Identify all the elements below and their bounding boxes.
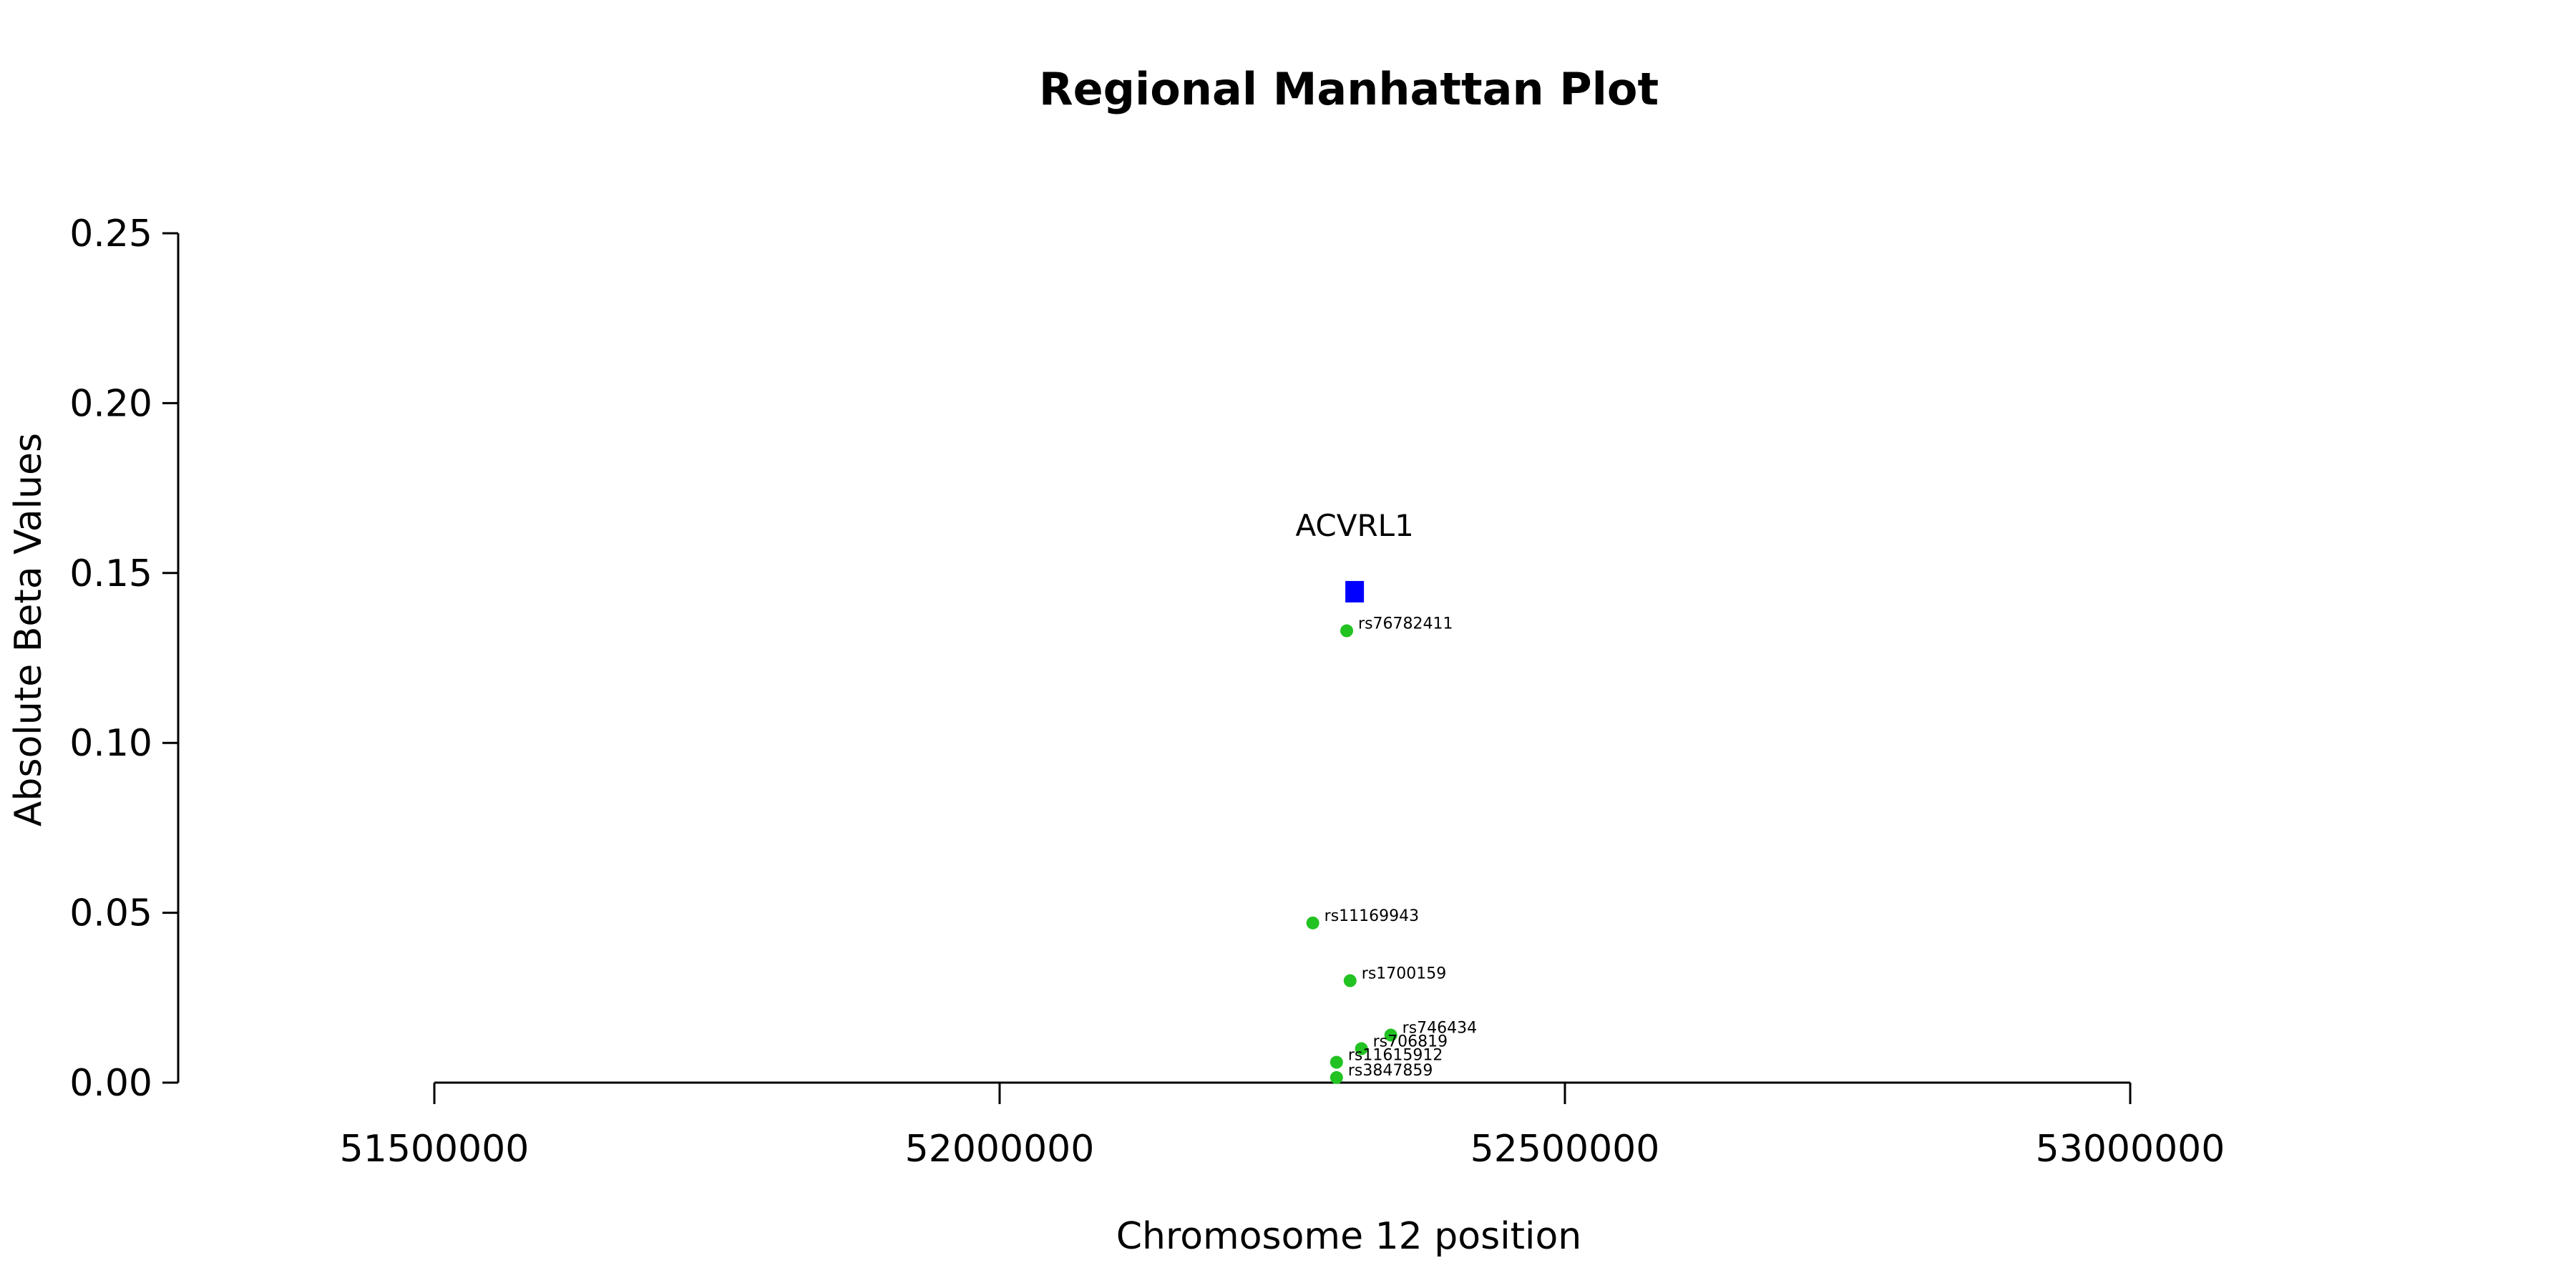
y-tick-label: 0.20 xyxy=(69,382,152,425)
snp-point xyxy=(1306,916,1319,930)
snp-point xyxy=(1330,1055,1343,1069)
chart-title: Regional Manhattan Plot xyxy=(1039,63,1659,115)
snp-point xyxy=(1384,1028,1397,1042)
x-tick-label: 51500000 xyxy=(340,1128,530,1171)
y-tick-label: 0.15 xyxy=(69,552,152,595)
y-tick-label: 0.25 xyxy=(69,213,152,255)
plot-marks: rs76782411 rs11169943 rs1700159 rs746434rs7… xyxy=(1295,508,1477,1084)
snp-label: rs76782411 xyxy=(1358,615,1453,633)
x-tick-label: 52000000 xyxy=(905,1128,1095,1171)
snp-label: rs11615912 xyxy=(1348,1047,1443,1065)
y-axis-label: Absolute Beta Values xyxy=(7,433,50,826)
y-tick-label: 0.10 xyxy=(69,722,152,765)
gene-marker xyxy=(1345,580,1365,602)
snp-label: rs746434 xyxy=(1402,1020,1478,1038)
snp-label: rs3847859 xyxy=(1348,1062,1433,1080)
y-axis: 0.00 0.05 0.10 0.15 0.20 0.25 xyxy=(69,213,180,1105)
snp-label: rs11169943 xyxy=(1324,907,1419,925)
snp-point xyxy=(1355,1042,1368,1055)
snp-label: rs1700159 xyxy=(1362,965,1447,983)
x-tick-label: 53000000 xyxy=(2036,1128,2225,1171)
x-axis: 51500000 52000000 52500000 53000000 xyxy=(340,1081,2225,1171)
snp-point xyxy=(1330,1070,1343,1084)
y-tick-label: 0.05 xyxy=(69,892,152,935)
snp-point xyxy=(1340,624,1354,638)
gene-label: ACVRL1 xyxy=(1295,508,1413,543)
x-tick-label: 52500000 xyxy=(1470,1128,1660,1171)
x-axis-label: Chromosome 12 position xyxy=(1116,1215,1582,1258)
snp-point xyxy=(1343,974,1357,987)
snp-label: rs706819 xyxy=(1373,1033,1448,1051)
y-tick-label: 0.00 xyxy=(69,1062,152,1105)
